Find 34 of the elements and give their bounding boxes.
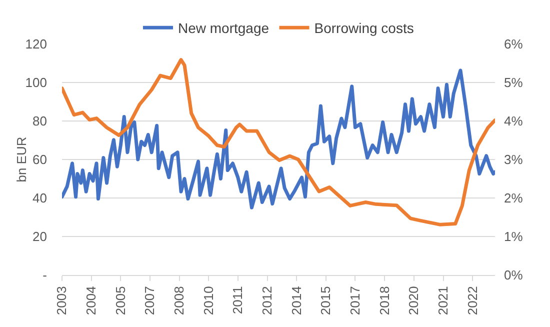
x-tick-label: 2005 <box>112 286 128 316</box>
x-tick-label: 2004 <box>84 286 99 316</box>
x-tick-label: 2018 <box>376 286 392 316</box>
line-series <box>62 58 495 226</box>
x-tick-label: 2022 <box>464 286 480 316</box>
x-tick-label: 2008 <box>172 286 187 316</box>
x-tick-label: 2003 <box>54 286 70 316</box>
x-tick-label: 2021 <box>435 286 450 316</box>
x-tick-label: 2015 <box>318 286 334 316</box>
x-tick-label: 2012 <box>260 286 275 316</box>
y-tick-label: 100 <box>25 75 47 90</box>
x-tick-label: 2007 <box>142 286 158 316</box>
y2-tick-label: 4% <box>504 114 524 129</box>
x-tick-label: 2014 <box>288 286 304 316</box>
x-tick-label: 2011 <box>230 286 246 314</box>
y2-tick-label: 1% <box>504 229 524 244</box>
y-tick-label: 60 <box>32 152 47 168</box>
y2-tick-label: 5% <box>504 75 524 90</box>
x-tick-label: 2020 <box>406 286 422 316</box>
y2-tick-label: 6% <box>504 36 524 52</box>
y-tick-label: 80 <box>32 114 47 129</box>
y2-tick-label: 2% <box>504 190 524 206</box>
y2-tick-label: 3% <box>504 152 524 168</box>
y-axis-title: bn EUR <box>14 136 29 182</box>
y-tick-label: 40 <box>32 190 47 206</box>
y-tick-label: 20 <box>32 229 47 244</box>
x-tick-label: 2010 <box>200 286 216 316</box>
legend-label: Borrowing costs <box>314 20 414 36</box>
legend-label: New mortgage <box>178 20 270 36</box>
y2-tick-label: 0% <box>504 268 524 283</box>
y-tick-label: - <box>42 268 47 283</box>
line-series <box>62 68 495 210</box>
y-tick-label: 120 <box>25 36 47 52</box>
x-tick-label: 2017 <box>347 286 362 316</box>
